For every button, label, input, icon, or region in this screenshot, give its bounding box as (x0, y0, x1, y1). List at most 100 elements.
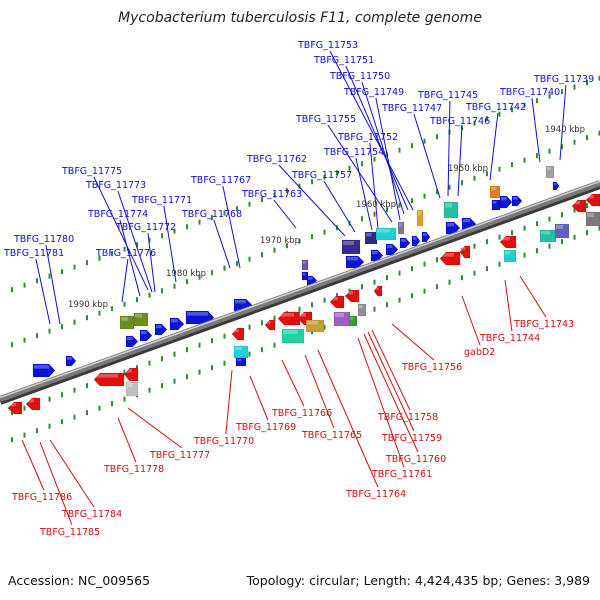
feature-box (281, 328, 305, 344)
forward-gene-arrow (552, 181, 560, 191)
forward-gene-label: TBFG_11754 (323, 147, 384, 158)
forward-gene-label: TBFG_11774 (87, 209, 148, 220)
reverse-gene-arrow (459, 245, 471, 259)
forward-gene-label: TBFG_11772 (115, 222, 176, 233)
forward-gene-arrow (154, 323, 168, 336)
forward-gene-arrow (411, 235, 421, 247)
feature-highlight (141, 331, 147, 335)
forward-gene-leader (119, 219, 141, 297)
backbone-highlight (0, 180, 600, 399)
feature-highlight (541, 231, 550, 235)
reverse-gene-label: TBFG_11743 (513, 319, 574, 330)
reverse-gene-label: gabD2 (464, 347, 495, 358)
forward-gene-leader (213, 219, 231, 269)
feature-highlight (237, 359, 242, 362)
feature-highlight (573, 201, 580, 205)
reverse-gene-label: TBFG_11764 (345, 489, 406, 500)
forward-gene-arrow (370, 249, 384, 262)
forward-gene-arrow (511, 195, 523, 207)
feature-highlight (372, 251, 378, 255)
forward-gene-leader (117, 190, 153, 293)
feature-highlight (266, 321, 271, 324)
feature-highlight (463, 219, 470, 223)
ruler-label: 1960 kbp (356, 200, 396, 210)
backbone-line (0, 180, 600, 402)
feature-highlight (9, 403, 16, 407)
reverse-gene-label: TBFG_11765 (301, 430, 362, 441)
forward-gene-leader (447, 100, 451, 197)
feature-highlight (121, 317, 128, 321)
feature-box (233, 345, 249, 359)
reverse-gene-label: TBFG_11778 (103, 464, 164, 475)
feature-highlight (156, 325, 162, 329)
forward-gene-leader (531, 97, 541, 163)
feature-highlight (377, 229, 390, 233)
feature-highlight (187, 312, 208, 316)
reverse-gene-leader (49, 439, 95, 508)
feature-highlight (387, 245, 393, 249)
forward-gene-label: TBFG_11762 (246, 154, 307, 165)
feature-highlight (308, 277, 313, 280)
reverse-gene-leader (357, 337, 405, 468)
forward-gene-leader (327, 124, 393, 223)
forward-gene-label: TBFG_11750 (329, 71, 390, 82)
feature-highlight (347, 257, 358, 261)
reverse-gene-arrow (585, 193, 600, 207)
forward-gene-leader (147, 232, 156, 293)
reverse-gene-label: TBFG_11758 (377, 412, 438, 423)
feature-highlight (359, 305, 363, 309)
reverse-gene-leader (249, 375, 269, 421)
forward-gene-leader (489, 112, 499, 181)
forward-gene-arrow (169, 317, 185, 331)
reverse-gene-label: TBFG_11756 (401, 362, 462, 373)
reverse-gene-arrow (277, 311, 301, 326)
feature-highlight (554, 183, 557, 186)
feature-highlight (303, 273, 306, 276)
forward-gene-label: TBFG_11776 (95, 248, 156, 259)
forward-gene-label: TBFG_11747 (381, 103, 442, 114)
feature-highlight (461, 247, 466, 251)
ruler-label: 1950 kbp (448, 164, 488, 174)
forward-gene-leader (323, 180, 356, 233)
feature-box (503, 249, 517, 263)
forward-gene-label: TBFG_11749 (343, 87, 404, 98)
feature-box (585, 211, 600, 227)
forward-gene-label: TBFG_11740 (499, 87, 560, 98)
feature-box (397, 221, 405, 235)
forward-gene-leader (559, 84, 567, 161)
reverse-gene-label: TBFG_11769 (235, 422, 296, 433)
forward-gene-arrow (385, 243, 399, 256)
feature-highlight (346, 291, 353, 295)
forward-gene-leader (35, 258, 51, 325)
feature-highlight (441, 253, 454, 257)
reverse-gene-label: TBFG_11760 (385, 454, 446, 465)
forward-gene-leader (355, 157, 373, 231)
reverse-gene-arrow (264, 319, 276, 331)
forward-gene-leader (375, 97, 401, 221)
reverse-gene-label: TBFG_11785 (39, 527, 100, 538)
feature-highlight (303, 261, 306, 264)
feature-highlight (493, 201, 497, 204)
forward-gene-label: TBFG_11763 (241, 189, 302, 200)
forward-gene-arrow (345, 255, 365, 269)
reverse-gene-label: TBFG_11786 (11, 492, 72, 503)
reverse-gene-arrow (231, 327, 245, 341)
feature-highlight (127, 337, 133, 341)
feature-highlight (447, 223, 454, 227)
forward-gene-label: TBFG_11752 (337, 132, 398, 143)
feature-highlight (299, 313, 306, 317)
feature-box (443, 201, 459, 219)
ruler-label: 1990 kbp (68, 300, 108, 310)
genome-title: Mycobacterium tuberculosis F11, complete… (118, 10, 482, 26)
forward-gene-leader (361, 81, 405, 215)
reverse-gene-leader (317, 349, 379, 488)
reverse-gene-label: TBFG_11766 (271, 408, 332, 419)
feature-highlight (423, 233, 427, 236)
forward-gene-label: TBFG_11746 (429, 116, 490, 127)
feature-highlight (283, 330, 298, 334)
reverse-gene-leader (391, 323, 435, 361)
feature-highlight (513, 197, 518, 200)
feature-highlight (501, 237, 510, 241)
forward-gene-leader (329, 50, 414, 211)
forward-gene-leader (222, 185, 241, 269)
